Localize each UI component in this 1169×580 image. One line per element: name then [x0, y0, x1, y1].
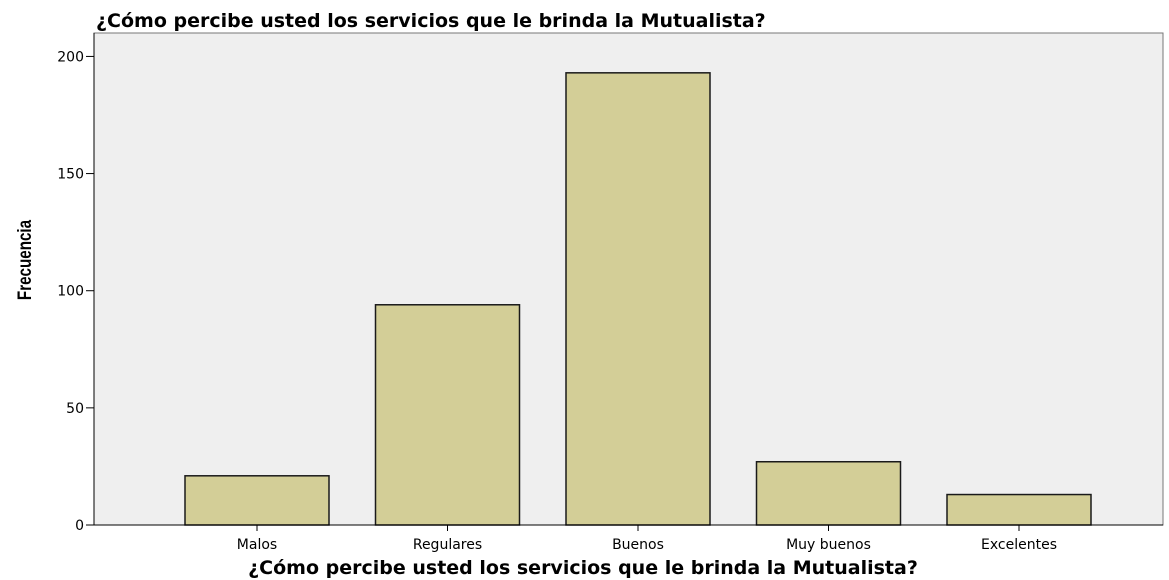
y-axis-label: Frecuencia [13, 220, 35, 301]
chart-title: ¿Cómo percibe usted los servicios que le… [96, 10, 766, 32]
x-tick-label: Regulares [413, 537, 482, 553]
x-tick-label: Excelentes [981, 537, 1057, 553]
x-tick-label: Malos [237, 537, 277, 553]
x-axis-label: ¿Cómo percibe usted los servicios que le… [248, 557, 918, 579]
x-tick-label: Muy buenos [786, 537, 871, 553]
bar-buenos [565, 72, 711, 526]
y-tick-label: 200 [57, 49, 84, 65]
y-tick-label: 50 [66, 401, 84, 417]
bar-muy-buenos [755, 460, 902, 526]
y-tick-label: 0 [75, 518, 84, 534]
x-tick-label: Buenos [612, 537, 664, 553]
bar-regulares [374, 304, 521, 526]
bar-malos [184, 475, 330, 526]
y-tick-label: 150 [57, 167, 84, 183]
bar-excelentes [946, 493, 1092, 526]
y-tick-label: 100 [57, 284, 84, 300]
